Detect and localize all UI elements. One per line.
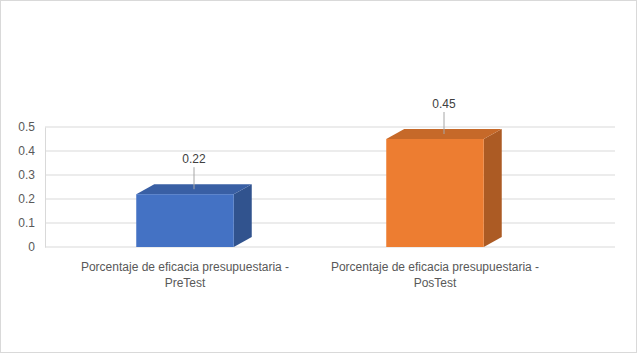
x-tick-label: Porcentaje de eficacia presupuestaria - P… <box>81 260 289 290</box>
grid <box>45 127 615 247</box>
y-tick-label: 0.2 <box>18 192 35 206</box>
y-tick-label: 0.4 <box>18 144 35 158</box>
y-axis: 0 0.1 0.2 0.3 0.4 0.5 <box>18 120 45 254</box>
y-tick-label: 0 <box>28 240 35 254</box>
bar <box>136 194 234 247</box>
y-tick: 0.5 <box>18 120 45 134</box>
bar-side <box>484 129 502 247</box>
bar <box>386 139 484 247</box>
x-tick-label-line: Porcentaje de eficacia presupuestaria - <box>331 260 539 274</box>
grid-line <box>45 223 615 224</box>
chart: 0 0.1 0.2 0.3 0.4 0.5 0.22 0.45 Porcentaje de ef… <box>0 0 637 353</box>
y-tick-label: 0.3 <box>18 168 35 182</box>
y-axis-line <box>45 128 46 248</box>
leader-line <box>194 167 195 189</box>
grid-line <box>45 247 615 248</box>
x-tick-label-line: PreTest <box>165 276 206 290</box>
y-tick: 0 <box>28 240 45 254</box>
bars <box>136 129 502 247</box>
chart-border <box>1 1 637 353</box>
leader-line <box>444 112 445 134</box>
y-tick: 0.3 <box>18 168 45 182</box>
x-tick-label: Porcentaje de eficacia presupuestaria - P… <box>331 260 539 290</box>
x-tick-label-line: Porcentaje de eficacia presupuestaria - <box>81 260 289 274</box>
data-labels: 0.22 0.45 <box>182 97 456 189</box>
y-tick: 0.2 <box>18 192 45 206</box>
y-tick-label: 0.5 <box>18 120 35 134</box>
grid-line <box>45 199 615 200</box>
grid-line <box>45 175 615 176</box>
x-axis: Porcentaje de eficacia presupuestaria - P… <box>81 260 539 290</box>
y-tick-label: 0.1 <box>18 216 35 230</box>
data-label: 0.22 <box>182 152 206 166</box>
y-tick: 0.1 <box>18 216 45 230</box>
grid-line <box>45 151 615 152</box>
x-tick-label-line: PosTest <box>414 276 457 290</box>
y-tick: 0.4 <box>18 144 45 158</box>
data-label: 0.45 <box>432 97 456 111</box>
grid-line <box>45 127 615 128</box>
bar-side <box>234 184 252 247</box>
